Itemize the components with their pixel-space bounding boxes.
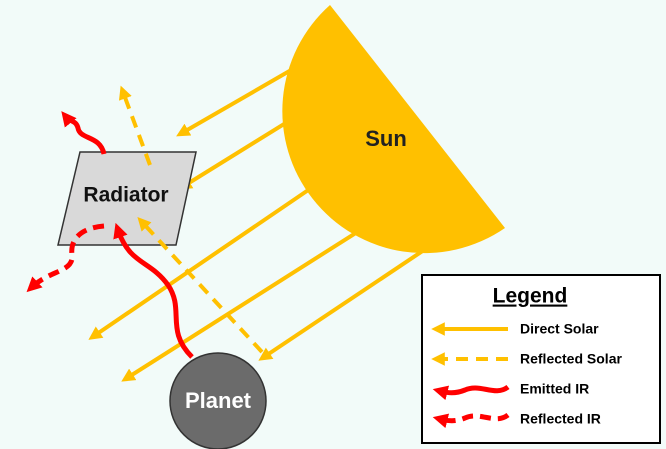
sun-label: Sun xyxy=(365,126,407,151)
legend-label: Emitted IR xyxy=(520,381,589,397)
legend-label: Reflected Solar xyxy=(520,351,622,367)
legend: Legend Direct Solar Reflected Solar Emit… xyxy=(422,275,660,443)
legend-label: Direct Solar xyxy=(520,321,599,337)
legend-title: Legend xyxy=(493,285,568,308)
planet-label: Planet xyxy=(185,388,252,413)
legend-label: Reflected IR xyxy=(520,411,601,427)
radiator-label: Radiator xyxy=(83,184,168,207)
diagram: Sun Radiator Planet Legend Direct Solar … xyxy=(0,0,666,449)
